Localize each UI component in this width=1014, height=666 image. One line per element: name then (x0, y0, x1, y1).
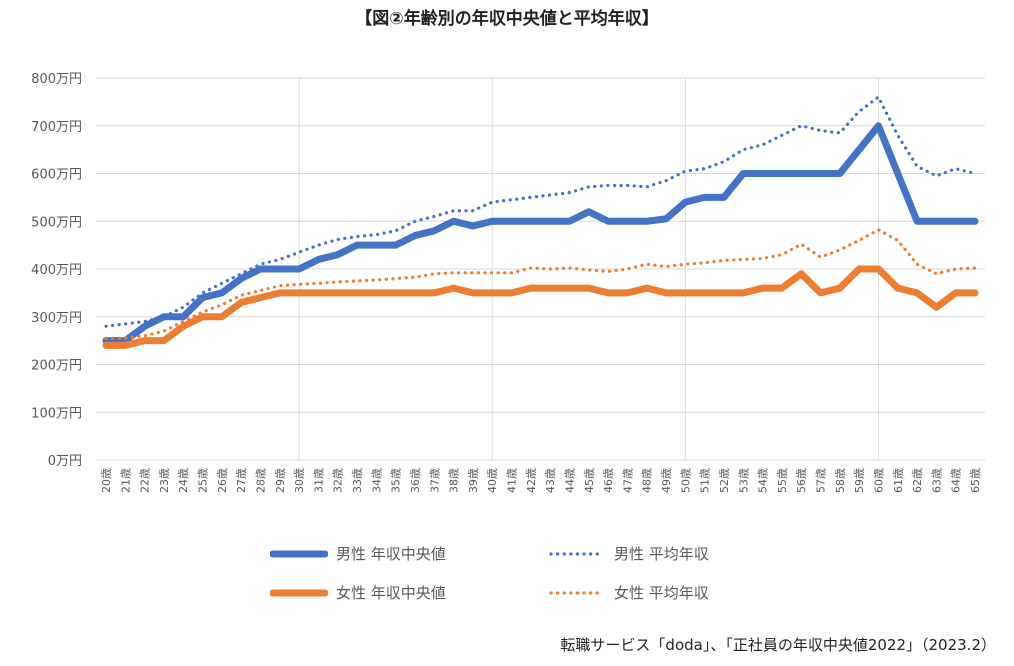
legend-label: 男性 平均年収 (614, 545, 709, 563)
legend-item: 男性 平均年収 (548, 543, 709, 564)
x-tick-label: 42歳 (525, 468, 538, 493)
x-tick-label: 56歳 (795, 468, 808, 493)
x-tick-label: 38歳 (448, 468, 461, 493)
x-tick-label: 60歳 (872, 468, 885, 493)
x-tick-label: 30歳 (293, 468, 306, 493)
x-tick-label: 49歳 (660, 468, 673, 493)
x-tick-label: 37歳 (428, 468, 441, 493)
x-tick-label: 31歳 (312, 468, 325, 493)
series-line-1 (104, 95, 977, 328)
y-tick-label: 400万円 (31, 263, 82, 278)
y-tick-label: 0万円 (48, 454, 82, 469)
x-tick-label: 32歳 (332, 468, 345, 493)
x-tick-label: 55歳 (776, 468, 789, 493)
x-tick-label: 43歳 (544, 468, 557, 493)
x-tick-label: 28歳 (254, 468, 267, 493)
x-tick-label: 57歳 (815, 468, 828, 493)
x-tick-label: 24歳 (177, 468, 190, 493)
x-tick-label: 51歳 (699, 468, 712, 493)
x-tick-label: 62歳 (911, 468, 924, 493)
legend-label: 男性 年収中央値 (336, 545, 446, 563)
x-tick-label: 25歳 (197, 468, 210, 493)
legend-item: 男性 年収中央値 (270, 543, 446, 564)
series-line-0 (102, 122, 979, 345)
x-tick-label: 45歳 (583, 468, 596, 493)
legend-swatch (549, 551, 605, 556)
x-tick-label: 58歳 (834, 468, 847, 493)
x-tick-label: 35歳 (390, 468, 403, 493)
y-tick-label: 200万円 (31, 359, 82, 374)
legend-label: 女性 平均年収 (614, 584, 709, 602)
y-tick-label: 300万円 (31, 311, 82, 326)
x-tick-label: 61歳 (892, 468, 905, 493)
x-tick-label: 40歳 (486, 468, 499, 493)
x-tick-label: 63歳 (930, 468, 943, 493)
chart-title: 【図②年齢別の年収中央値と平均年収】 (355, 9, 659, 29)
legend-swatch (270, 550, 328, 557)
legend-item: 女性 平均年収 (548, 582, 709, 603)
x-tick-label: 59歳 (853, 468, 866, 493)
x-tick-label: 20歳 (100, 468, 113, 493)
x-tick-label: 64歳 (950, 468, 963, 493)
x-tick-label: 23歳 (158, 468, 171, 493)
x-tick-label: 41歳 (506, 468, 519, 493)
x-tick-label: 48歳 (641, 468, 654, 493)
series-line-2 (102, 265, 979, 349)
legend-swatch (549, 590, 605, 595)
x-tick-label: 52歳 (718, 468, 731, 493)
series-line-3 (104, 228, 977, 340)
x-tick-label: 36歳 (409, 468, 422, 493)
source-note: 転職サービス「doda」、「正社員の年収中央値2022」（2023.2） (560, 636, 996, 654)
x-tick-label: 22歳 (139, 468, 152, 493)
y-tick-label: 700万円 (31, 120, 82, 135)
legend-item: 女性 年収中央値 (270, 582, 446, 603)
y-tick-label: 100万円 (31, 406, 82, 421)
x-tick-label: 44歳 (563, 468, 576, 493)
x-tick-label: 34歳 (370, 468, 383, 493)
x-tick-label: 65歳 (969, 468, 982, 493)
x-tick-label: 29歳 (274, 468, 287, 493)
legend-label: 女性 年収中央値 (336, 584, 446, 602)
x-tick-label: 21歳 (119, 468, 132, 493)
y-tick-label: 500万円 (31, 215, 82, 230)
y-tick-label: 800万円 (31, 72, 82, 87)
x-tick-label: 53歳 (737, 468, 750, 493)
x-tick-label: 39歳 (467, 468, 480, 493)
x-tick-label: 50歳 (679, 468, 692, 493)
line-chart: 0万円 100万円 200万円 300万円 400万円 500万円 600万円 700万円 80… (31, 72, 985, 493)
x-tick-label: 33歳 (351, 468, 364, 493)
x-tick-label: 47歳 (621, 468, 634, 493)
x-tick-label: 27歳 (235, 468, 248, 493)
x-tick-label: 54歳 (757, 468, 770, 493)
y-tick-label: 600万円 (31, 168, 82, 183)
x-tick-label: 46歳 (602, 468, 615, 493)
x-tick-label: 26歳 (216, 468, 229, 493)
legend-swatch (270, 589, 328, 596)
